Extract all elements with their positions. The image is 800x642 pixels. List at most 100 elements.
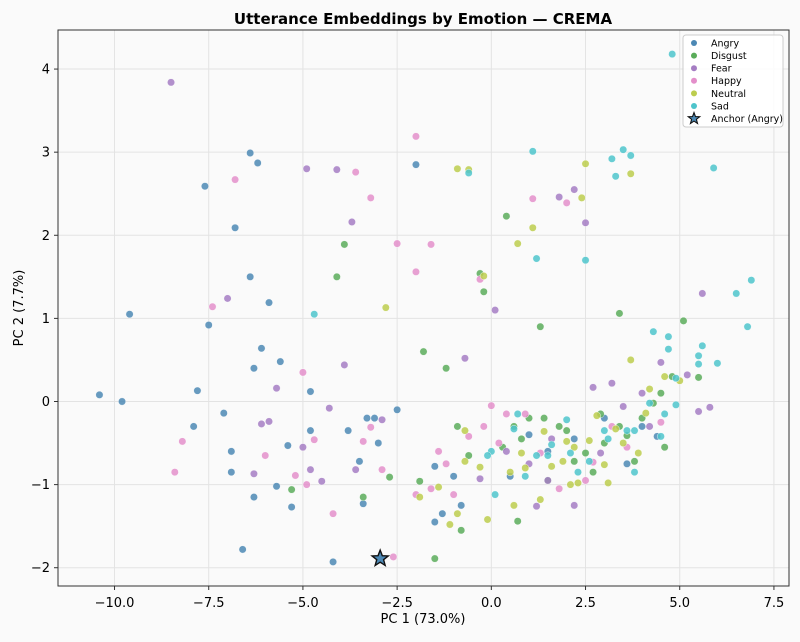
data-point [615,309,624,318]
data-point [434,483,443,492]
data-point [265,298,273,307]
data-point [656,358,665,367]
x-tick-label: −5.0 [287,596,319,611]
data-point [513,517,522,526]
anchor-point [370,548,391,568]
data-point [374,439,383,447]
data-point [483,451,492,460]
data-point [574,468,582,477]
data-point [543,476,552,485]
data-point [543,451,552,460]
data-point [464,432,473,441]
data-point [442,364,451,373]
data-point [502,212,511,221]
data-point [178,437,187,446]
data-point [299,368,307,377]
data-point [694,351,703,360]
data-point [419,347,428,356]
data-point [743,322,752,331]
data-point [223,294,232,303]
x-tick-label: −7.5 [193,596,225,611]
data-point [619,439,628,447]
y-axis-ticks: −2 −1 0 1 2 3 4 [31,63,58,576]
legend-label: Happy [711,76,742,87]
data-point [378,465,386,474]
y-tick-label: −1 [31,478,50,493]
data-point [348,218,356,226]
data-point [389,553,398,561]
legend-label: Sad [711,101,729,112]
data-point [351,465,360,474]
data-point [513,239,522,248]
data-point [253,159,262,167]
data-point [453,509,462,518]
data-point [445,520,454,529]
data-point [645,399,654,408]
data-point [525,430,533,439]
data-point [611,172,620,181]
data-point [351,168,360,177]
data-point [570,443,579,452]
data-point [370,414,379,423]
data-point [581,476,590,485]
data-point [204,321,213,329]
data-point [747,276,756,285]
data-point [645,385,654,393]
data-point [231,223,239,232]
data-point [694,373,703,382]
data-point [344,426,353,435]
data-point [438,509,447,518]
data-point [193,386,202,395]
data-point [619,402,628,411]
data-point [547,462,556,471]
plot-area [57,29,790,587]
legend-item-anchor-angry: Anchor (Angry) [686,111,783,125]
data-point [694,360,703,368]
data-point [265,417,273,426]
data-point [476,463,484,472]
data-point [457,501,466,510]
data-point [231,175,239,184]
data-point [325,404,334,413]
data-point [577,193,586,202]
data-point [302,480,311,489]
legend-item-disgust: Disgust [691,51,747,62]
data-point [506,468,515,477]
data-point [562,198,571,207]
data-point [604,434,613,443]
data-point [521,472,530,481]
legend-label: Neutral [711,89,746,100]
data-point [608,154,616,163]
legend-label: Angry [711,38,739,49]
data-point [656,389,665,398]
data-point [709,164,718,172]
data-point [698,289,707,298]
data-point [581,159,590,168]
data-point [415,493,424,501]
data-point [412,160,420,169]
data-point [393,405,402,414]
data-point [604,479,613,487]
data-point [600,460,609,469]
data-point [329,509,337,518]
data-point [634,449,643,457]
plot-background [58,30,789,586]
data-point [170,468,179,477]
data-point [449,472,458,481]
data-point [250,364,258,373]
data-point [562,415,571,424]
data-point [555,484,564,493]
data-point [630,457,639,466]
data-point [476,474,484,483]
x-tick-label: 2.5 [575,596,596,611]
data-point [310,435,319,444]
data-point [306,465,315,474]
data-point [672,374,680,383]
data-point [596,449,605,457]
data-point [366,423,375,432]
data-point [118,397,126,406]
data-point [574,479,582,487]
